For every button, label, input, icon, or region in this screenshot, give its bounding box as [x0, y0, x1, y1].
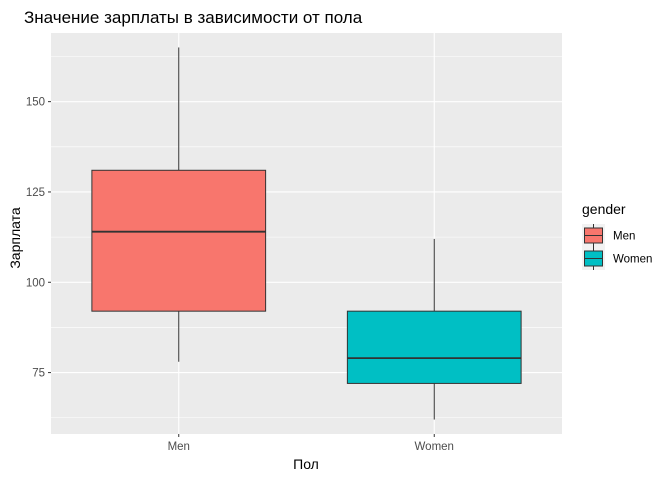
y-axis-title: Зарплата — [7, 207, 23, 269]
legend-title: gender — [582, 201, 626, 217]
x-axis-title: Пол — [293, 456, 319, 472]
y-tick-label: 100 — [26, 277, 45, 289]
legend-label: Men — [613, 231, 635, 243]
box-men — [91, 47, 267, 362]
x-tick-label: Men — [168, 441, 190, 453]
legend-key-women — [582, 247, 605, 270]
chart-title: Значение зарплаты в зависимости от пола — [24, 8, 363, 27]
box-iqr — [346, 310, 522, 384]
y-axis: 75 100 125 150 — [26, 97, 51, 380]
legend-label: Women — [613, 254, 652, 266]
legend-key-men — [582, 224, 605, 247]
y-tick-label: 125 — [26, 187, 45, 199]
y-tick-label: 75 — [32, 368, 45, 380]
y-tick-label: 150 — [26, 97, 45, 109]
x-axis: Men Women — [168, 434, 454, 453]
box-women — [346, 238, 522, 420]
x-tick-label: Women — [415, 441, 454, 453]
legend: gender Men Women — [582, 201, 652, 270]
box-iqr — [91, 169, 267, 312]
boxes — [91, 47, 522, 420]
